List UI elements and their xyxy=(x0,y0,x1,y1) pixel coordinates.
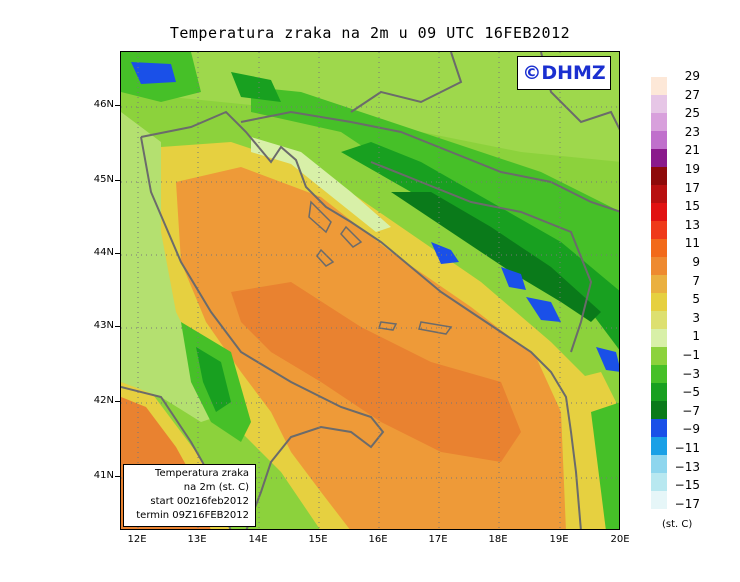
legend-label: 29 xyxy=(684,69,700,83)
legend-label: 17 xyxy=(684,180,700,195)
legend-label: 3 xyxy=(692,310,700,325)
lat-label-46n: 46N xyxy=(84,99,120,110)
lon-label-17e: 17E xyxy=(428,534,448,545)
legend-label: 23 xyxy=(684,124,700,139)
legend-label: 15 xyxy=(684,199,700,214)
legend-swatch xyxy=(651,401,667,419)
legend-label: 19 xyxy=(684,162,700,176)
legend-label: −11 xyxy=(674,441,700,455)
legend-swatch xyxy=(651,113,667,131)
legend-swatch xyxy=(651,275,667,293)
legend-label: −13 xyxy=(674,459,700,474)
legend-label: −17 xyxy=(674,496,700,511)
lon-label-20e: 20E xyxy=(610,534,630,545)
lon-label-13e: 13E xyxy=(187,534,207,545)
legend-swatch xyxy=(651,185,667,203)
legend-label: 5 xyxy=(692,292,700,307)
color-legend xyxy=(651,77,667,509)
info-line-1: Temperatura zraka xyxy=(155,468,249,479)
legend-label: 21 xyxy=(684,143,700,158)
lat-label-43n: 43N xyxy=(84,320,120,331)
legend-swatch xyxy=(651,167,667,185)
legend-label: 11 xyxy=(684,236,700,251)
legend-swatch xyxy=(651,203,667,221)
legend-swatch xyxy=(651,473,667,491)
legend-swatch xyxy=(651,347,667,365)
legend-swatch xyxy=(651,329,667,347)
map-title: Temperatura zraka na 2m u 09 UTC 16FEB20… xyxy=(169,24,571,42)
legend-swatch xyxy=(651,131,667,149)
legend-label: −1 xyxy=(682,348,700,362)
legend-label: 9 xyxy=(692,255,700,269)
legend-swatch xyxy=(651,311,667,329)
legend-swatch xyxy=(651,383,667,401)
lat-label-42n: 42N xyxy=(84,395,120,406)
legend-swatch xyxy=(651,257,667,275)
legend-label: −5 xyxy=(682,385,700,400)
legend-swatch xyxy=(651,365,667,383)
temperature-field xyxy=(121,52,619,529)
legend-unit: (st. C) xyxy=(662,519,693,530)
legend-swatch xyxy=(651,419,667,437)
info-line-4: termin 09Z16FEB2012 xyxy=(136,510,249,521)
lat-label-44n: 44N xyxy=(84,247,120,258)
legend-label: −3 xyxy=(682,366,700,381)
legend-label: −9 xyxy=(682,422,700,437)
legend-label: −7 xyxy=(682,403,700,418)
legend-swatch xyxy=(651,293,667,311)
lat-label-41n: 41N xyxy=(84,470,120,481)
legend-label: 1 xyxy=(692,329,700,344)
dhmz-logo: ©DHMZ xyxy=(517,56,611,90)
legend-label: −15 xyxy=(674,478,700,493)
legend-swatch xyxy=(651,77,667,95)
legend-swatch xyxy=(651,437,667,455)
legend-swatch xyxy=(651,455,667,473)
legend-swatch xyxy=(651,95,667,113)
legend-label: 25 xyxy=(684,106,700,121)
info-box: Temperatura zraka na 2m (st. C) start 00… xyxy=(123,464,256,527)
legend-label: 27 xyxy=(684,87,700,102)
legend-swatch xyxy=(651,491,667,509)
legend-label: 7 xyxy=(692,273,700,288)
legend-label: 13 xyxy=(684,217,700,232)
lon-label-15e: 15E xyxy=(308,534,328,545)
info-line-2: na 2m (st. C) xyxy=(183,482,249,493)
legend-swatch xyxy=(651,149,667,167)
legend-swatch xyxy=(651,239,667,257)
lon-label-18e: 18E xyxy=(488,534,508,545)
legend-swatch xyxy=(651,221,667,239)
info-line-3: start 00z16feb2012 xyxy=(150,496,249,507)
lon-label-19e: 19E xyxy=(549,534,569,545)
temperature-map: ©DHMZ Temperatura zraka na 2m (st. C) st… xyxy=(120,51,620,530)
lon-label-12e: 12E xyxy=(127,534,147,545)
lat-label-45n: 45N xyxy=(84,174,120,185)
lon-label-14e: 14E xyxy=(248,534,268,545)
lon-label-16e: 16E xyxy=(368,534,388,545)
